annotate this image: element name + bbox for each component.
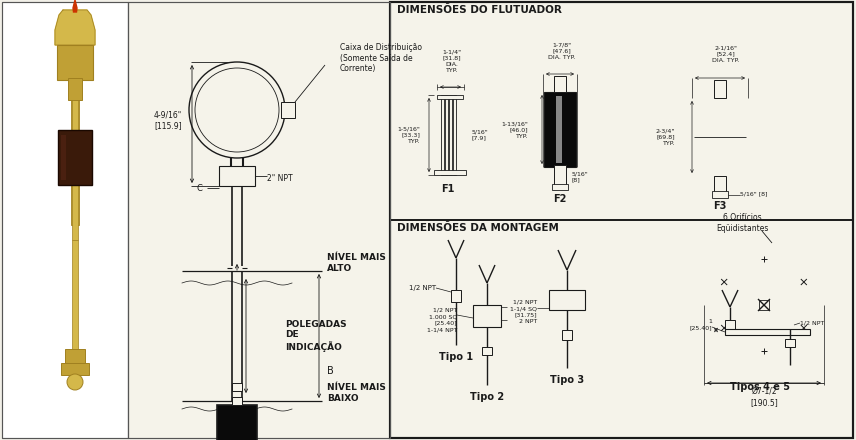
Text: 2-3/4"
[69.8]
TYP.: 2-3/4" [69.8] TYP. xyxy=(656,128,675,146)
Circle shape xyxy=(189,62,285,158)
Text: Tipo 3: Tipo 3 xyxy=(550,375,584,385)
Text: C: C xyxy=(197,183,203,193)
Circle shape xyxy=(759,346,769,356)
Bar xyxy=(552,184,568,190)
Bar xyxy=(61,363,89,375)
Bar xyxy=(232,383,242,391)
Bar xyxy=(449,95,452,175)
Bar xyxy=(451,290,461,302)
Text: NÍVEL MAIS
ALTO: NÍVEL MAIS ALTO xyxy=(327,253,386,273)
Bar xyxy=(58,130,92,185)
Text: 6 Orifícios
Eqüidistantes: 6 Orifícios Eqüidistantes xyxy=(716,213,768,233)
Bar xyxy=(556,96,562,163)
Text: Tipo 2: Tipo 2 xyxy=(470,392,504,402)
Circle shape xyxy=(195,68,279,152)
Text: 1/2 NPT: 1/2 NPT xyxy=(409,285,436,291)
Text: DIMENSÕES DA MONTAGEM: DIMENSÕES DA MONTAGEM xyxy=(397,223,559,233)
Text: F3: F3 xyxy=(713,201,727,211)
Bar xyxy=(57,45,93,80)
Bar xyxy=(71,100,79,225)
Bar xyxy=(437,95,463,99)
Polygon shape xyxy=(55,10,95,45)
Circle shape xyxy=(746,287,782,323)
Text: 1-5/16"
[33.3]
TYP.: 1-5/16" [33.3] TYP. xyxy=(397,126,420,144)
Bar xyxy=(445,95,448,175)
Text: DIMENSÕES DO FLUTUADOR: DIMENSÕES DO FLUTUADOR xyxy=(397,5,562,15)
Bar xyxy=(544,92,576,167)
Text: 5/16"
[8]: 5/16" [8] xyxy=(572,172,589,183)
Bar xyxy=(714,80,726,98)
Bar xyxy=(714,176,726,192)
Text: 5/16"
[7.9]: 5/16" [7.9] xyxy=(472,129,489,141)
Bar xyxy=(562,330,572,340)
Circle shape xyxy=(67,374,83,390)
Bar xyxy=(68,78,82,100)
Text: 2" NPT: 2" NPT xyxy=(267,173,293,183)
Circle shape xyxy=(719,323,729,333)
Bar xyxy=(219,166,255,186)
Bar xyxy=(725,320,735,330)
Text: 1/2 NPT
1.000 SQ
[25.40]
1-1/4 NPT: 1/2 NPT 1.000 SQ [25.40] 1-1/4 NPT xyxy=(426,308,457,332)
Circle shape xyxy=(704,245,824,365)
Bar xyxy=(434,170,466,175)
Text: NÍVEL MAIS
BAIXO: NÍVEL MAIS BAIXO xyxy=(327,383,386,403)
Text: 1-7/8"
[47.6]
DIA. TYP.: 1-7/8" [47.6] DIA. TYP. xyxy=(549,43,575,60)
Text: Tipos 4 e 5: Tipos 4 e 5 xyxy=(730,382,790,392)
Text: Tipo 1: Tipo 1 xyxy=(439,352,473,362)
Bar xyxy=(785,339,795,347)
Bar xyxy=(549,290,585,310)
Bar xyxy=(232,397,242,405)
Bar xyxy=(128,2,390,438)
Bar xyxy=(2,2,128,438)
Circle shape xyxy=(799,277,809,287)
Bar xyxy=(725,329,810,335)
Bar xyxy=(759,300,769,310)
Polygon shape xyxy=(73,0,77,12)
Bar xyxy=(72,95,78,240)
Text: 4-9/16"
[115.9]: 4-9/16" [115.9] xyxy=(154,110,182,130)
Bar xyxy=(453,95,456,175)
Text: POLEGADAS
DE
INDICAÇÃO: POLEGADAS DE INDICAÇÃO xyxy=(285,320,347,352)
Text: 1/2 NPT
1-1/4 SQ
[31.75]
2 NPT: 1/2 NPT 1-1/4 SQ [31.75] 2 NPT xyxy=(510,300,537,324)
Ellipse shape xyxy=(694,98,746,176)
Bar xyxy=(390,2,853,438)
Bar xyxy=(390,2,853,438)
Bar xyxy=(473,305,501,327)
Bar xyxy=(65,349,85,365)
Circle shape xyxy=(719,277,729,287)
Bar xyxy=(2,2,128,438)
Bar xyxy=(217,405,257,440)
Text: 5/16" [8]: 5/16" [8] xyxy=(740,191,768,197)
Bar xyxy=(554,165,566,185)
Text: Caixa de Distribuição
(Somente Saída de
Corrente): Caixa de Distribuição (Somente Saída de … xyxy=(340,43,422,73)
Text: 1/2 NPT: 1/2 NPT xyxy=(800,320,824,326)
Bar xyxy=(554,76,566,92)
Circle shape xyxy=(756,297,772,313)
Bar xyxy=(61,135,66,180)
Text: Ø7-1/2
[190.5]: Ø7-1/2 [190.5] xyxy=(750,387,778,407)
Bar xyxy=(712,191,728,198)
Text: F2: F2 xyxy=(553,194,567,204)
Text: B: B xyxy=(327,366,334,376)
Text: 2-1/16"
[52.4]
DIA. TYP.: 2-1/16" [52.4] DIA. TYP. xyxy=(712,46,740,63)
Text: 1-13/16"
[46.0]
TYP.: 1-13/16" [46.0] TYP. xyxy=(501,121,528,139)
Circle shape xyxy=(759,254,769,264)
Bar xyxy=(128,2,390,438)
Text: 1
[25.40]: 1 [25.40] xyxy=(689,319,712,330)
Bar xyxy=(281,102,295,118)
Bar xyxy=(441,95,444,175)
Bar xyxy=(482,347,492,355)
Circle shape xyxy=(799,323,809,333)
Text: 1-1/4"
[31.8]
DIA.
TYP.: 1-1/4" [31.8] DIA. TYP. xyxy=(443,49,461,73)
Bar xyxy=(72,240,78,350)
Text: F1: F1 xyxy=(442,184,455,194)
